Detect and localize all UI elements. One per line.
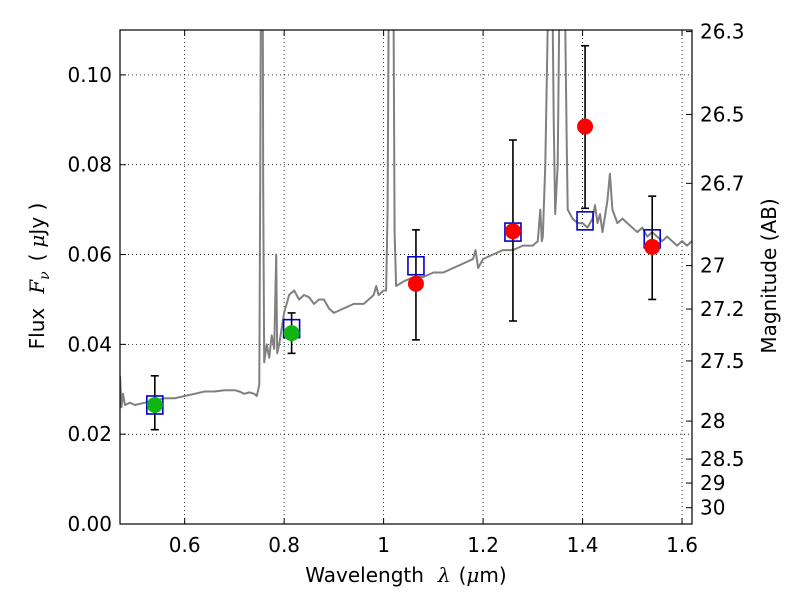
mag-tick-label: 27.2: [700, 297, 745, 321]
mag-tick-label: 26.5: [700, 102, 745, 126]
x-tick-label: 1.2: [467, 533, 499, 557]
y-tick-label: 0.02: [67, 422, 112, 446]
mag-tick-label: 29: [700, 471, 725, 495]
red-point: [644, 238, 661, 255]
mag-tick-label: 27: [700, 254, 725, 278]
x-tick-label: 0.8: [268, 533, 300, 557]
grid: [120, 30, 692, 525]
model-point: [504, 222, 522, 242]
x-tick-label: 1.4: [567, 533, 599, 557]
red-point: [577, 118, 594, 135]
right-axis-title: Magnitude (AB): [757, 198, 781, 353]
mag-tick-label: 28: [700, 409, 725, 433]
x-axis-title: Wavelength λ (μm): [305, 563, 506, 587]
y-tick-label: 0.10: [67, 63, 112, 87]
y-tick-label: 0.00: [67, 512, 112, 536]
spectrum-series: [120, 30, 692, 409]
y-tick-label: 0.04: [67, 332, 112, 356]
y-tick-label: 0.08: [67, 153, 112, 177]
x-tick-label: 0.6: [169, 533, 201, 557]
y-ticks: 0.00 0.02 0.04 0.06 0.08 0.10: [67, 63, 126, 536]
model-point: [407, 255, 425, 276]
error-bars: [150, 44, 657, 431]
green-point: [146, 396, 163, 413]
x-tick-label: 1.6: [666, 533, 698, 557]
plot-frame: [119, 29, 693, 525]
observed-points: [146, 118, 661, 413]
y-axis-title: FluxFν(μJy ): [25, 203, 53, 350]
model-points: [146, 211, 662, 415]
mag-tick-label: 28.5: [700, 447, 745, 471]
mag-tick-label: 26.7: [700, 171, 745, 195]
model-point: [576, 211, 594, 231]
x-tick-label: 1: [377, 533, 390, 557]
mag-tick-label: 26.3: [700, 20, 745, 44]
y-tick-label: 0.06: [67, 243, 112, 267]
mag-tick-label: 30: [700, 496, 725, 520]
x-ticks: 0.6 0.8 1 1.2 1.4 1.6: [169, 30, 698, 557]
red-point: [504, 223, 521, 240]
spectrum-line: [120, 30, 692, 409]
red-point: [407, 275, 424, 292]
green-point: [283, 325, 300, 342]
mag-tick-label: 27.5: [700, 349, 745, 373]
